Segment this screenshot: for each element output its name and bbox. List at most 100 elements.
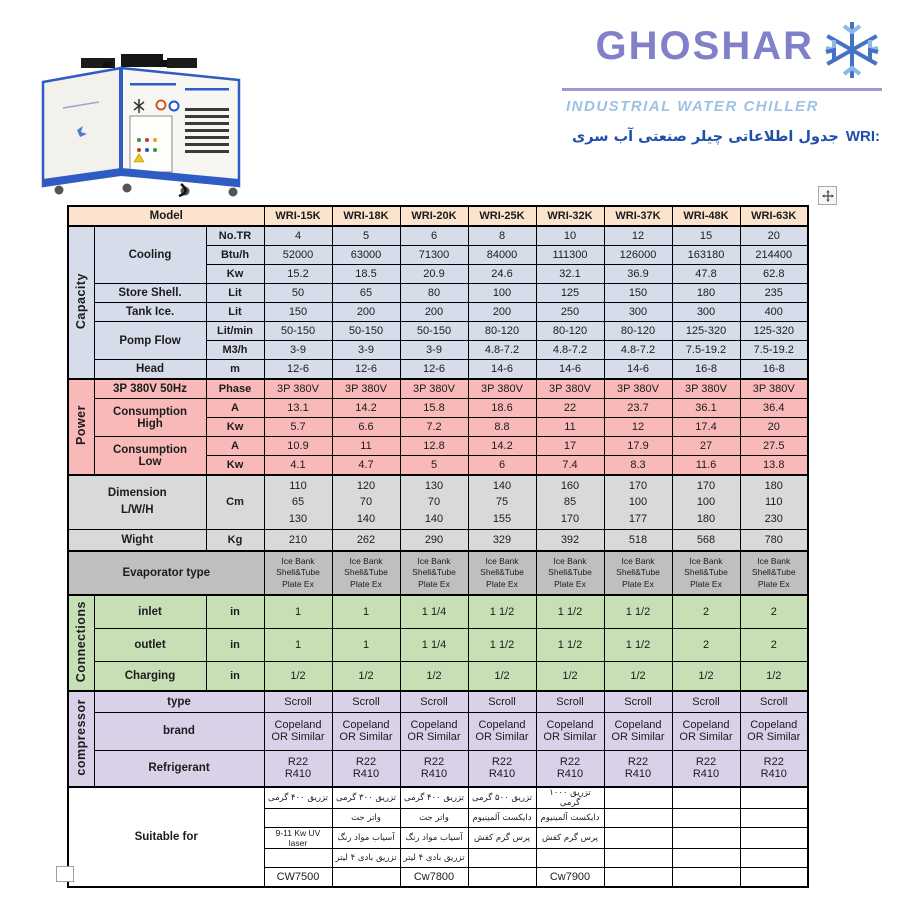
- cell: 1 1/2: [535, 594, 605, 629]
- cell: Kw: [205, 455, 265, 476]
- cell: 2: [739, 627, 809, 662]
- cell: 1: [263, 627, 333, 662]
- cell: No.TR: [205, 225, 265, 246]
- model-name: WRI-15K: [263, 205, 333, 227]
- cell: Consumption High: [93, 398, 207, 437]
- cell: تزریق ۴۰۰ گرمی: [263, 786, 333, 809]
- cell: Copeland OR Similar: [331, 711, 401, 751]
- cell: 7.4: [535, 455, 605, 476]
- cell: 1 1/2: [535, 627, 605, 662]
- table-resize-marker[interactable]: [56, 866, 74, 882]
- cell: 18.5: [331, 264, 401, 284]
- cell: 1/2: [399, 660, 469, 692]
- cell: 3P 380V: [263, 378, 333, 399]
- cell: 15.8: [399, 398, 469, 418]
- cell: [739, 786, 809, 809]
- table-row: Connections inlet in 1 1 1 1/4 1 1/2 1 1/2 1 1/2…: [67, 594, 809, 692]
- cell: 20.9: [399, 264, 469, 284]
- cell: 150: [263, 302, 333, 322]
- cell: 2: [739, 594, 809, 629]
- table-row: Refrigerant R22 R410 R22 R410 R22 R410 R22 R410 R…: [68, 749, 809, 788]
- cell: in: [205, 627, 265, 662]
- cell: 36.9: [603, 264, 673, 284]
- table-row: Consumption High A 13.1 14.2 15.8 18.6 22 23.7 36…: [68, 398, 809, 437]
- cell: Scroll: [739, 690, 809, 713]
- cell: Copeland OR Similar: [535, 711, 605, 751]
- cell: 140 75 155: [467, 474, 537, 530]
- spec-table-body: Model WRI-15K WRI-18K WRI-20K WRI-25K WRI-32K…: [67, 205, 809, 888]
- cell: [671, 808, 741, 828]
- cell: Copeland OR Similar: [263, 711, 333, 751]
- cell: 65: [331, 283, 401, 303]
- cell: 12.8: [399, 436, 469, 456]
- cell: 400: [739, 302, 809, 322]
- model-name: WRI-25K: [467, 205, 537, 227]
- cell: [739, 867, 809, 888]
- cell: Copeland OR Similar: [399, 711, 469, 751]
- cell: 11: [535, 417, 605, 437]
- cell: 50-150: [263, 321, 333, 341]
- cell: 20: [739, 225, 809, 246]
- cell: Store Shell.: [93, 283, 207, 303]
- cell: Head: [93, 359, 207, 380]
- weight-label: Wight: [67, 528, 207, 552]
- cell: 8: [467, 225, 537, 246]
- cell: R22 R410: [263, 749, 333, 788]
- suitable-for-label: Suitable for: [67, 786, 265, 888]
- cell: آسیاب مواد رنگ: [331, 827, 401, 849]
- table-row: تزریق بادی ۴ لیتر تزریق بادی ۴ لیتر: [68, 848, 809, 868]
- cell: 4.1: [263, 455, 333, 476]
- cell: 125-320: [739, 321, 809, 341]
- page-title-series: WRI:: [845, 128, 880, 145]
- cell: R22 R410: [331, 749, 401, 788]
- cell: Lit: [205, 302, 265, 322]
- table-row: brand Copeland OR Similar Copeland OR Simila…: [68, 711, 809, 751]
- cell: 4.7: [331, 455, 401, 476]
- cell: 3P 380V: [535, 378, 605, 399]
- cell: 12-6: [399, 359, 469, 380]
- cell: 1 1/2: [603, 627, 673, 662]
- cell: Phase: [205, 378, 265, 399]
- cell: 210: [263, 528, 333, 552]
- cell: 17.9: [603, 436, 673, 456]
- cell: 62.8: [739, 264, 809, 284]
- cell: دایکست آلمینیوم: [467, 808, 537, 828]
- cell: Pomp Flow: [93, 321, 207, 360]
- cell: inlet: [93, 594, 207, 629]
- table-row: Kw 5.7 6.6 7.2 8.8 11 12 17.4 20: [68, 417, 809, 437]
- cell: 5: [399, 455, 469, 476]
- cell: 120 70 140: [331, 474, 401, 530]
- cell: 36.4: [739, 398, 809, 418]
- snowflake-icon: [825, 22, 879, 78]
- page-title-farsi: جدول اطلاعاتی چیلر صنعتی آب سری: [571, 129, 839, 145]
- cell: 180: [671, 283, 741, 303]
- cell: 1/2: [739, 660, 809, 692]
- cell: 50-150: [399, 321, 469, 341]
- table-row: Tank Ice. Lit 150 200 200 200 250 300 300 400: [68, 302, 809, 322]
- brand-name: GHOSHAR: [595, 24, 814, 68]
- cell: Copeland OR Similar: [671, 711, 741, 751]
- cell: Cw7800: [399, 867, 469, 888]
- cell: Btu/h: [205, 245, 265, 265]
- table-row: Evaporator type Ice Bank Shell&Tube Plate E…: [67, 550, 809, 596]
- cell: R22 R410: [671, 749, 741, 788]
- move-cross-icon: [821, 189, 834, 202]
- cell: 170 100 177: [603, 474, 673, 530]
- logo-divider: [562, 88, 882, 91]
- cell: 100: [467, 283, 537, 303]
- cell: Tank Ice.: [93, 302, 207, 322]
- cell: 12-6: [331, 359, 401, 380]
- table-move-handle[interactable]: [818, 186, 837, 205]
- cell: 1 1/4: [399, 594, 469, 629]
- cell: 2: [671, 594, 741, 629]
- cell: 200: [467, 302, 537, 322]
- cell: 14-6: [467, 359, 537, 380]
- cell: Cw7900: [535, 867, 605, 888]
- cell: 200: [331, 302, 401, 322]
- table-row: M3/h 3-9 3-9 3-9 4.8-7.2 4.8-7.2 4.8-7.2 7.5-19…: [68, 340, 809, 360]
- cell: 250: [535, 302, 605, 322]
- cell: [739, 827, 809, 849]
- table-row: 9-11 Kw UV laser آسیاب مواد رنگ آسیاب مواد…: [68, 827, 809, 849]
- cell: 126000: [603, 245, 673, 265]
- cell: Lit/min: [205, 321, 265, 341]
